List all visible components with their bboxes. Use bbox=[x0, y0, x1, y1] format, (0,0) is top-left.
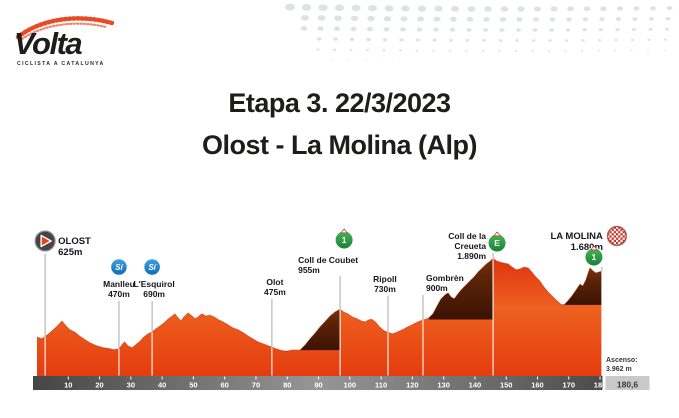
svg-text:3.962 m: 3.962 m bbox=[606, 366, 632, 373]
svg-text:OLOST: OLOST bbox=[58, 236, 91, 247]
stage-route: Olost - La Molina (Alp) bbox=[202, 130, 477, 160]
title-block: Etapa 3. 22/3/2023 Olost - La Molina (Al… bbox=[0, 88, 679, 161]
distance-axis: 10 20 30 40 50 60 70 80 90 100 110 120 130 140 150 160 1… bbox=[33, 357, 650, 390]
svg-text:140: 140 bbox=[469, 381, 482, 390]
svg-text:Creueta: Creueta bbox=[454, 241, 486, 251]
svg-text:Coll de la: Coll de la bbox=[448, 231, 486, 241]
svg-text:475m: 475m bbox=[264, 287, 286, 297]
svg-text:110: 110 bbox=[375, 381, 387, 390]
svg-text:130: 130 bbox=[437, 381, 450, 390]
svg-text:1: 1 bbox=[342, 235, 347, 245]
svg-text:1: 1 bbox=[592, 252, 597, 262]
svg-text:Sí: Sí bbox=[115, 263, 124, 272]
svg-text:Ripoll: Ripoll bbox=[373, 274, 397, 284]
svg-text:180: 180 bbox=[594, 381, 607, 390]
logo-swoosh-icon bbox=[15, 16, 115, 40]
svg-text:180,6: 180,6 bbox=[617, 380, 639, 390]
svg-text:Olot: Olot bbox=[266, 277, 283, 287]
svg-text:100: 100 bbox=[344, 381, 357, 390]
svg-text:Ascenso:: Ascenso: bbox=[606, 357, 638, 364]
svg-text:690m: 690m bbox=[143, 289, 165, 299]
profile-area bbox=[36, 257, 603, 376]
svg-text:625m: 625m bbox=[58, 247, 82, 258]
svg-text:10: 10 bbox=[64, 381, 72, 390]
climb-overlays bbox=[300, 258, 602, 351]
marker-lines bbox=[44, 253, 603, 376]
svg-text:80: 80 bbox=[283, 381, 291, 390]
svg-text:955m: 955m bbox=[298, 265, 320, 275]
svg-text:150: 150 bbox=[500, 381, 513, 390]
svg-text:470m: 470m bbox=[108, 289, 130, 299]
svg-text:Manlleu: Manlleu bbox=[103, 279, 135, 289]
svg-text:30: 30 bbox=[127, 381, 135, 390]
svg-text:L'Esquirol: L'Esquirol bbox=[134, 279, 175, 289]
svg-text:730m: 730m bbox=[374, 284, 396, 294]
halftone-dots-decoration bbox=[285, 3, 673, 62]
svg-text:1.890m: 1.890m bbox=[457, 251, 486, 261]
volta-logo: Volta CICLISTA A CATALUNYA bbox=[14, 14, 144, 67]
svg-text:E: E bbox=[494, 238, 500, 248]
logo-tagline: CICLISTA A CATALUNYA bbox=[17, 61, 105, 67]
svg-text:Sí: Sí bbox=[148, 263, 157, 272]
stage-profile-chart: 10 20 30 40 50 60 70 80 90 100 110 120 130 140 150 160 1… bbox=[33, 225, 650, 390]
svg-text:90: 90 bbox=[314, 381, 322, 390]
svg-text:LA MOLINA: LA MOLINA bbox=[550, 231, 603, 242]
svg-text:Gombrèn: Gombrèn bbox=[426, 273, 464, 283]
svg-text:60: 60 bbox=[221, 381, 229, 390]
svg-text:70: 70 bbox=[252, 381, 260, 390]
stage-title: Etapa 3. 22/3/2023 bbox=[228, 88, 451, 118]
svg-text:1.680m: 1.680m bbox=[571, 242, 603, 253]
svg-text:170: 170 bbox=[563, 381, 576, 390]
svg-text:50: 50 bbox=[189, 381, 197, 390]
svg-text:20: 20 bbox=[95, 381, 103, 390]
svg-text:900m: 900m bbox=[426, 283, 448, 293]
svg-text:160: 160 bbox=[531, 381, 544, 390]
svg-text:120: 120 bbox=[406, 381, 419, 390]
svg-text:40: 40 bbox=[158, 381, 166, 390]
logo-brand: Volta bbox=[14, 26, 83, 61]
svg-text:Coll de Coubet: Coll de Coubet bbox=[298, 255, 358, 265]
